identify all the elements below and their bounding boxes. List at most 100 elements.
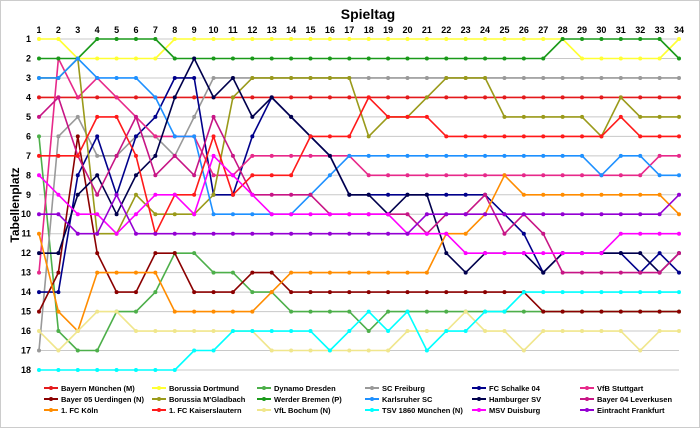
data-point bbox=[638, 212, 643, 217]
data-point bbox=[560, 251, 565, 256]
data-point bbox=[308, 75, 313, 80]
data-point bbox=[192, 56, 197, 61]
legend-label: TSV 1860 München (N) bbox=[382, 406, 463, 415]
data-point bbox=[541, 75, 546, 80]
data-point bbox=[172, 95, 177, 100]
data-point bbox=[444, 212, 449, 217]
data-point bbox=[618, 75, 623, 80]
legend-marker bbox=[157, 408, 161, 412]
data-point bbox=[638, 37, 643, 41]
data-point bbox=[114, 212, 119, 217]
data-point bbox=[308, 56, 313, 61]
x-tick-label: 21 bbox=[422, 25, 432, 35]
data-point bbox=[37, 270, 41, 275]
data-point bbox=[618, 309, 623, 314]
data-point bbox=[37, 309, 41, 314]
data-point bbox=[347, 37, 352, 41]
data-point bbox=[75, 368, 80, 372]
data-point bbox=[192, 329, 197, 334]
data-point bbox=[56, 95, 61, 100]
legend-label: Bayer 04 Leverkusen bbox=[597, 395, 672, 404]
x-tick-label: 11 bbox=[228, 25, 238, 35]
data-point bbox=[269, 270, 274, 275]
legend-marker bbox=[585, 408, 589, 412]
data-point bbox=[347, 270, 352, 275]
data-point bbox=[133, 270, 138, 275]
data-point bbox=[75, 192, 80, 197]
data-point bbox=[541, 56, 546, 61]
data-point bbox=[56, 309, 61, 314]
x-tick-label: 28 bbox=[558, 25, 568, 35]
data-point bbox=[95, 56, 100, 61]
data-point bbox=[230, 37, 235, 41]
data-point bbox=[638, 173, 643, 178]
data-point bbox=[386, 95, 391, 100]
data-point bbox=[192, 75, 197, 80]
data-point bbox=[657, 95, 662, 100]
data-point bbox=[677, 309, 681, 314]
data-point bbox=[114, 192, 119, 197]
data-point bbox=[192, 231, 197, 236]
data-point bbox=[37, 75, 41, 80]
x-tick-label: 25 bbox=[499, 25, 509, 35]
data-point bbox=[444, 56, 449, 61]
data-point bbox=[657, 114, 662, 119]
data-point bbox=[405, 153, 410, 158]
data-point bbox=[444, 134, 449, 139]
data-point bbox=[172, 192, 177, 197]
data-point bbox=[56, 75, 61, 80]
data-point bbox=[405, 231, 410, 236]
x-tick-label: 33 bbox=[655, 25, 665, 35]
data-point bbox=[56, 192, 61, 197]
data-point bbox=[502, 37, 507, 41]
legend-marker bbox=[262, 386, 266, 390]
data-point bbox=[483, 153, 488, 158]
data-point bbox=[308, 270, 313, 275]
data-point bbox=[211, 329, 216, 334]
data-point bbox=[211, 309, 216, 314]
data-point bbox=[327, 290, 332, 295]
data-point bbox=[133, 368, 138, 372]
data-point bbox=[308, 134, 313, 139]
data-point bbox=[289, 290, 294, 295]
legend-marker bbox=[477, 408, 481, 412]
data-point bbox=[618, 270, 623, 275]
data-point bbox=[463, 231, 468, 236]
legend-label: SC Freiburg bbox=[382, 384, 425, 393]
data-point bbox=[37, 173, 41, 178]
data-point bbox=[638, 251, 643, 256]
series-1 bbox=[37, 37, 681, 61]
data-point bbox=[444, 309, 449, 314]
data-point bbox=[133, 309, 138, 314]
x-tick-label: 23 bbox=[461, 25, 471, 35]
data-point bbox=[230, 56, 235, 61]
data-point bbox=[75, 231, 80, 236]
data-point bbox=[541, 37, 546, 41]
data-point bbox=[386, 348, 391, 353]
x-tick-label: 15 bbox=[306, 25, 316, 35]
data-point bbox=[347, 95, 352, 100]
data-point bbox=[95, 212, 100, 217]
data-point bbox=[599, 290, 604, 295]
legend-item: TSV 1860 München (N) bbox=[365, 406, 463, 415]
data-point bbox=[153, 56, 158, 61]
data-point bbox=[347, 212, 352, 217]
data-point bbox=[463, 95, 468, 100]
y-tick-label: 2 bbox=[26, 53, 31, 63]
x-tick-label: 7 bbox=[153, 25, 158, 35]
data-point bbox=[37, 348, 41, 353]
data-point bbox=[502, 134, 507, 139]
x-tick-label: 20 bbox=[402, 25, 412, 35]
data-point bbox=[289, 192, 294, 197]
data-point bbox=[133, 37, 138, 41]
data-point bbox=[677, 290, 681, 295]
data-point bbox=[289, 231, 294, 236]
data-point bbox=[37, 231, 41, 236]
data-point bbox=[192, 251, 197, 256]
data-point bbox=[211, 231, 216, 236]
data-point bbox=[308, 309, 313, 314]
data-point bbox=[289, 173, 294, 178]
legend-marker bbox=[49, 386, 53, 390]
data-point bbox=[56, 56, 61, 61]
data-point bbox=[269, 329, 274, 334]
